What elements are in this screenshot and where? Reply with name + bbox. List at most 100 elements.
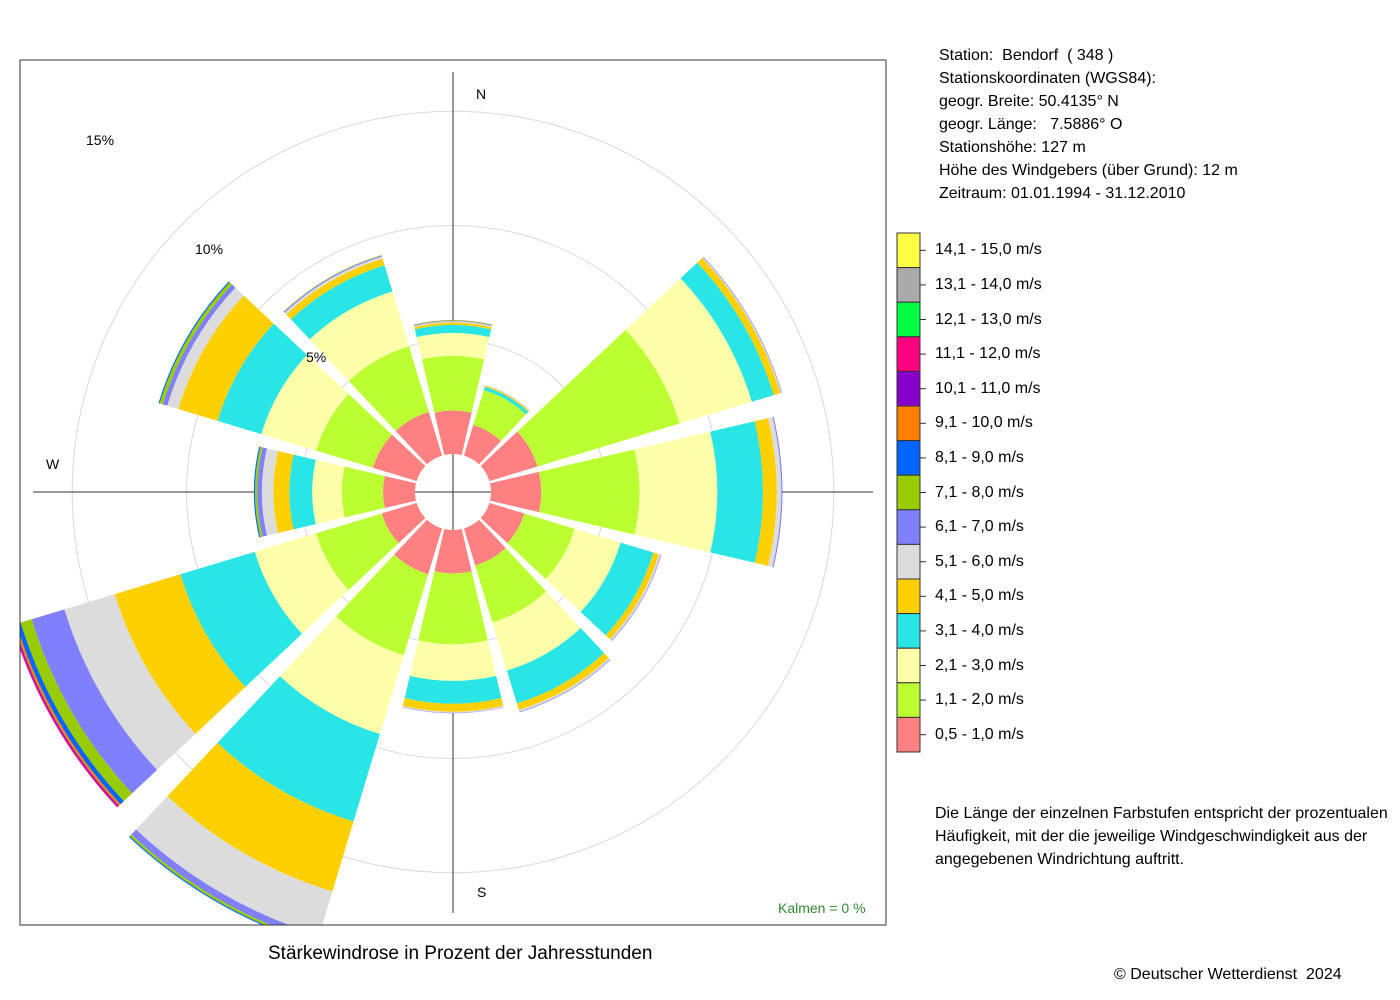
windrose-segment-120-3 [580,542,654,636]
windrose-segment-60-4 [697,257,781,396]
windrose-segment-330-0 [395,411,443,465]
windrose-segment-300-4 [178,295,274,421]
windrose-segment-60-1 [517,329,680,467]
windrose-segment-150-1 [475,548,547,623]
windrose-segment-270-8 [253,446,261,538]
legend-swatch [896,370,921,407]
windrose-segment-270-4 [273,450,294,534]
windrose-segment-270-6 [257,447,267,537]
windrose-segment-180-5 [402,705,504,713]
station-coords-title: Stationskoordinaten (WGS84): [939,70,1156,87]
legend-swatch [896,647,921,684]
windrose-segment-60-2 [625,278,752,424]
windrose-segment-90-3 [710,421,763,563]
windrose-segment-300-5 [167,287,244,410]
windrose-segment-180-3 [404,675,502,704]
legend-label: 5,1 - 6,0 m/s [935,552,1024,570]
legend-label: 4,1 - 5,0 m/s [935,587,1024,605]
copyright: © Deutscher Wetterdienst 2024 [1114,966,1342,983]
windrose-segment-0-1 [421,355,485,413]
windrose-segment-270-5 [261,448,279,536]
windrose-segment-240-7 [20,619,133,802]
legend-label: 1,1 - 2,0 m/s [935,691,1024,709]
compass-north-label: N [476,86,486,102]
windrose-segment-30-1 [473,389,526,441]
windrose-segment-180-6 [402,706,504,714]
legend-swatch [896,509,921,545]
windrose-segment-300-2 [261,354,349,451]
windrose-segment-210-2 [279,616,404,735]
windrose-segment-270-2 [312,459,345,525]
windrose-segment-120-2 [545,528,621,612]
plot-frame [19,59,887,926]
windrose-segment-240-3 [180,551,303,687]
calm-label: Kalmen = 0 % [778,900,866,916]
windrose-segment-150-4 [516,652,609,710]
ring-label-10: 10% [195,241,223,257]
windrose-segment-0-4 [414,322,492,330]
station-elevation: Stationshöhe: 127 m [939,139,1086,156]
windrose-segment-90-4 [754,418,777,566]
windrose-segment-180-0 [434,528,472,574]
legend-swatch [896,474,921,511]
legend-label: 9,1 - 10,0 m/s [935,414,1033,432]
windrose-segment-210-1 [336,554,429,656]
note-line: Häufigkeit, mit der die jeweilige Windge… [935,828,1368,845]
windrose-segment-90-0 [489,471,542,513]
ring-label-5: 5% [306,349,326,365]
windrose-segment-210-4 [167,742,354,892]
station-period: Zeitraum: 01.01.1994 - 31.12.2010 [939,185,1186,202]
windrose-segment-150-2 [492,591,581,671]
windrose-segment-0-2 [416,332,490,360]
windrose-segment-240-4 [114,574,246,734]
legend-swatches [896,232,926,753]
windrose-segment-300-3 [217,323,308,435]
windrose-segment-0-6 [413,321,493,326]
legend-label: 13,1 - 14,0 m/s [935,275,1042,293]
plot-area [20,72,873,925]
windrose-segment-270-7 [255,446,263,538]
station-latitude: geogr. Breite: 50.4135° N [939,93,1119,110]
windrose-segment-240-0 [381,502,426,544]
compass-west-label: W [46,456,60,472]
windrose-segment-90-2 [634,431,718,553]
compass-south-label: S [477,884,486,900]
windrose-segment-300-1 [315,394,392,468]
windrose-segment-330-4 [286,258,385,320]
legend-label: 6,1 - 7,0 m/s [935,518,1024,536]
windrose-segment-0-7 [413,320,493,326]
ring-label-15: 15% [86,132,114,148]
windrose-segment-240-6 [31,609,158,794]
windrose-segment-240-1 [315,513,399,590]
legend-label: 10,1 - 11,0 m/s [935,379,1041,397]
windrose-segment-180-4 [402,698,504,712]
legend-label: 12,1 - 13,0 m/s [935,310,1042,328]
windrose-segment-270-3 [289,454,316,530]
windrose-segment-300-7 [159,282,233,405]
legend-swatch [896,543,921,580]
legend-label: 3,1 - 4,0 m/s [935,621,1024,639]
legend-swatch [896,405,921,442]
note-line: Die Länge der einzelnen Farbstufen entsp… [935,805,1388,822]
station-longitude: geogr. Länge: 7.5886° O [939,116,1123,133]
windrose-segment-30-0 [463,424,501,465]
windrose-segment-330-2 [309,291,409,382]
windrose-segment-120-1 [507,513,575,580]
windrose-segment-0-3 [414,324,492,338]
windrose-segment-180-1 [418,571,488,645]
windrose-segment-180-2 [409,640,497,681]
legend-label: 8,1 - 9,0 m/s [935,448,1024,466]
legend-swatch [896,440,921,476]
windrose-segment-300-6 [162,284,236,406]
legend-swatch [896,578,921,615]
windrose-segment-270-1 [341,466,385,518]
windrose-segment-0-0 [434,410,472,456]
windrose-segment-120-4 [605,552,659,640]
windrose-segment-300-0 [372,434,426,482]
windrose-segment-150-3 [506,627,605,704]
legend-swatch [896,232,921,269]
legend-swatch [896,336,921,372]
windrose-segment-60-0 [480,431,538,482]
windrose-segment-330-3 [290,265,393,340]
